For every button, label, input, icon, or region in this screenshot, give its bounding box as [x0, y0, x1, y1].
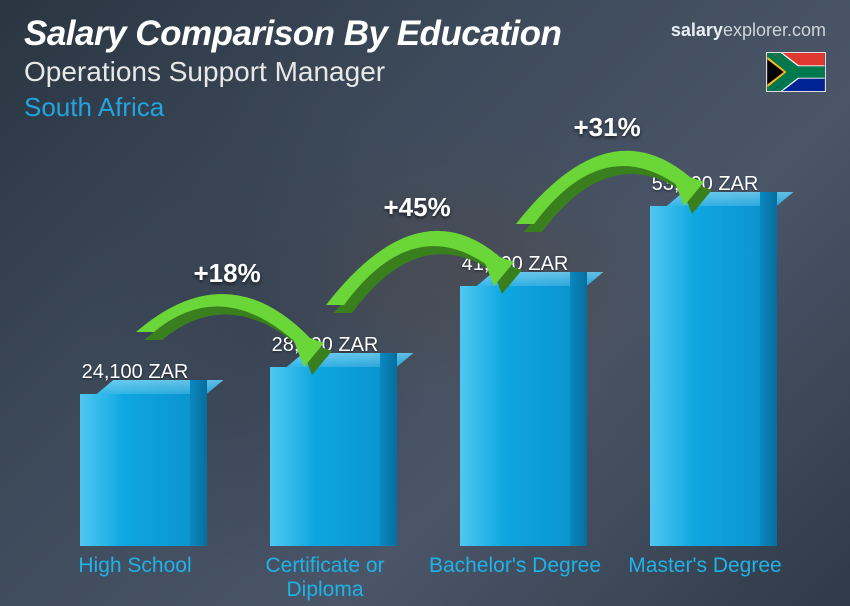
bar-3d: High School — [80, 394, 190, 546]
increase-percent-badge: +45% — [384, 192, 451, 223]
bar-column: 28,300 ZARCertificate or Diploma — [260, 334, 390, 546]
bar-side-face — [380, 353, 397, 546]
bar-column: 53,800 ZARMaster's Degree — [640, 173, 770, 546]
bar-column: 24,100 ZARHigh School — [70, 361, 200, 546]
brand-light: explorer.com — [723, 20, 826, 40]
bar-3d: Bachelor's Degree — [460, 286, 570, 546]
flag-icon — [766, 52, 826, 92]
bar-front-face — [80, 394, 190, 546]
bar-category-label: Master's Degree — [615, 554, 795, 578]
bar-side-face — [760, 192, 777, 546]
bar-column: 41,100 ZARBachelor's Degree — [450, 253, 580, 546]
increase-percent-badge: +18% — [194, 258, 261, 289]
bar-category-label: Bachelor's Degree — [425, 554, 605, 578]
bar-front-face — [270, 367, 380, 546]
bar-3d: Certificate or Diploma — [270, 367, 380, 546]
country-name: South Africa — [24, 92, 826, 123]
bar-side-face — [570, 272, 587, 546]
increase-percent-badge: +31% — [574, 112, 641, 143]
brand-logo: salaryexplorer.com — [671, 20, 826, 41]
bar-category-label: High School — [45, 554, 225, 578]
brand-bold: salary — [671, 20, 723, 40]
bar-3d: Master's Degree — [650, 206, 760, 546]
bar-side-face — [190, 380, 207, 546]
bar-category-label: Certificate or Diploma — [235, 554, 415, 602]
job-title: Operations Support Manager — [24, 56, 826, 88]
bar-front-face — [460, 286, 570, 546]
bar-front-face — [650, 206, 760, 546]
salary-bar-chart: 24,100 ZARHigh School 28,300 ZARCertifica… — [0, 140, 810, 606]
